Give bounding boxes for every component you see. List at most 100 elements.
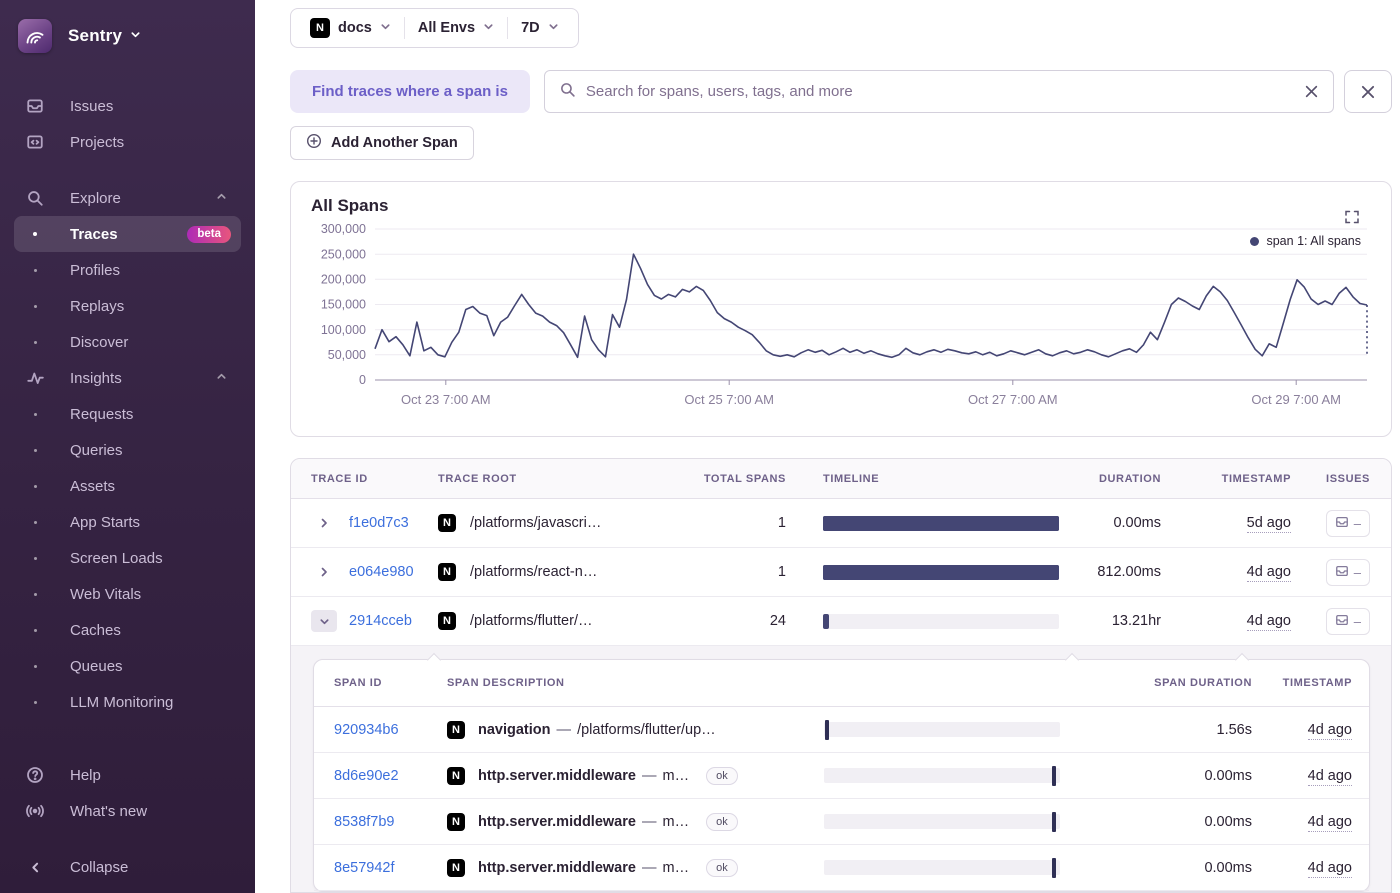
sidebar-item-label: Traces bbox=[70, 225, 118, 243]
span-duration-bar bbox=[824, 719, 1060, 740]
expand-row-button[interactable] bbox=[311, 512, 337, 534]
timestamp-link[interactable]: 4d ago bbox=[1246, 613, 1291, 631]
clear-search-icon[interactable] bbox=[1304, 84, 1319, 99]
span-id-link[interactable]: 920934b6 bbox=[334, 721, 399, 738]
sidebar-item-replays[interactable]: Replays bbox=[14, 288, 241, 324]
fullscreen-icon[interactable] bbox=[1345, 210, 1359, 229]
svg-text:300,000: 300,000 bbox=[321, 222, 366, 236]
timestamp-link[interactable]: 4d ago bbox=[1307, 859, 1352, 878]
total-spans-value: 24 bbox=[769, 613, 786, 629]
trace-id-link[interactable]: f1e0d7c3 bbox=[349, 515, 409, 531]
bullet-dot bbox=[33, 340, 37, 344]
add-another-span-label: Add Another Span bbox=[331, 135, 458, 151]
org-name: Sentry bbox=[68, 26, 123, 45]
sidebar-item-explore[interactable]: Explore bbox=[14, 180, 241, 216]
all-spans-chart-panel: All Spans span 1: All spans 0 50,000 100,0… bbox=[290, 181, 1392, 437]
duration-value: 13.21hr bbox=[1111, 613, 1161, 629]
traces-table-panel: TRACE ID TRACE ROOT TOTAL SPANS TIMELINE DUR… bbox=[290, 458, 1392, 893]
issues-button[interactable]: – bbox=[1325, 509, 1370, 537]
bullet-dot bbox=[24, 520, 46, 524]
bullet-dot bbox=[24, 304, 46, 308]
sidebar-item-label: Discover bbox=[70, 333, 129, 351]
chevron-up-icon bbox=[216, 369, 227, 387]
sidebar-item-issues[interactable]: Issues bbox=[14, 88, 241, 124]
bullet-dot bbox=[33, 700, 37, 704]
sidebar-item-llm-monitoring[interactable]: LLM Monitoring bbox=[14, 684, 241, 720]
find-traces-label[interactable]: Find traces where a span is bbox=[290, 70, 530, 113]
remove-span-filter-button[interactable] bbox=[1344, 70, 1392, 113]
duration-value: 812.00ms bbox=[1097, 564, 1161, 580]
sidebar-item-profiles[interactable]: Profiles bbox=[14, 252, 241, 288]
span-id-link[interactable]: 8e57942f bbox=[334, 859, 395, 876]
bullet-dot bbox=[33, 664, 37, 668]
span-search-input[interactable] bbox=[585, 83, 1294, 100]
insights-icon bbox=[24, 369, 46, 387]
sidebar-item-label: What's new bbox=[70, 802, 148, 820]
sidebar-item-traces[interactable]: Traces beta bbox=[14, 216, 241, 252]
nextjs-icon: N bbox=[310, 18, 330, 38]
trace-root-text: /platforms/javascri… bbox=[470, 515, 602, 531]
sidebar-item-label: Insights bbox=[70, 369, 122, 387]
span-id-link[interactable]: 8d6e90e2 bbox=[334, 767, 399, 784]
span-id-link[interactable]: 8538f7b9 bbox=[334, 813, 395, 830]
timestamp-link[interactable]: 4d ago bbox=[1246, 564, 1291, 582]
sidebar-item-what-s-new[interactable]: What's new bbox=[14, 793, 241, 829]
sidebar-collapse-button[interactable]: Collapse bbox=[14, 849, 241, 885]
environment-filter[interactable]: All Envs bbox=[405, 9, 507, 47]
span-description: http.server.middleware — m… bbox=[478, 767, 690, 784]
bullet-dot bbox=[33, 268, 37, 272]
issues-button[interactable]: – bbox=[1325, 607, 1370, 635]
trace-id-link[interactable]: e064e980 bbox=[349, 564, 414, 580]
sidebar-item-screen-loads[interactable]: Screen Loads bbox=[14, 540, 241, 576]
column-header: SPAN DESCRIPTION bbox=[447, 677, 565, 689]
span-table-header: SPAN ID SPAN DESCRIPTION SPAN DURATION TIME… bbox=[314, 660, 1369, 707]
timestamp-link[interactable]: 4d ago bbox=[1307, 767, 1352, 786]
sidebar-item-app-starts[interactable]: App Starts bbox=[14, 504, 241, 540]
bullet-dot bbox=[33, 232, 37, 236]
collapse-row-button[interactable] bbox=[311, 610, 337, 632]
sidebar-item-queues[interactable]: Queues bbox=[14, 648, 241, 684]
sidebar-item-assets[interactable]: Assets bbox=[14, 468, 241, 504]
sidebar-item-queries[interactable]: Queries bbox=[14, 432, 241, 468]
sidebar-item-label: Queries bbox=[70, 441, 123, 459]
expand-row-button[interactable] bbox=[311, 561, 337, 583]
project-filter[interactable]: N docs bbox=[297, 9, 404, 47]
nextjs-icon: N bbox=[310, 18, 330, 38]
nextjs-icon: N bbox=[447, 858, 465, 877]
nextjs-icon: N bbox=[447, 720, 465, 739]
sidebar-item-label: Caches bbox=[70, 621, 121, 639]
org-switcher[interactable]: Sentry bbox=[18, 18, 241, 54]
column-header: DURATION bbox=[1098, 472, 1161, 485]
bullet-dot bbox=[33, 448, 37, 452]
svg-text:0: 0 bbox=[359, 373, 366, 387]
collapse-label: Collapse bbox=[70, 858, 129, 876]
timestamp-link[interactable]: 4d ago bbox=[1307, 813, 1352, 832]
sidebar-item-discover[interactable]: Discover bbox=[14, 324, 241, 360]
chevron-up-icon bbox=[216, 189, 227, 207]
bullet-dot bbox=[24, 232, 46, 236]
bullet-dot bbox=[33, 556, 37, 560]
whats-new-icon bbox=[24, 802, 46, 820]
chart-legend-item[interactable]: span 1: All spans bbox=[1250, 234, 1361, 248]
span-duration-value: 0.00ms bbox=[1204, 813, 1252, 830]
timestamp-link[interactable]: 4d ago bbox=[1307, 721, 1352, 740]
sidebar: Sentry Issues Projects Explore Traces beta Pr… bbox=[0, 0, 255, 893]
issues-icon bbox=[1335, 613, 1349, 630]
trace-id-link[interactable]: 2914cceb bbox=[349, 613, 412, 629]
sidebar-item-insights[interactable]: Insights bbox=[14, 360, 241, 396]
sidebar-item-projects[interactable]: Projects bbox=[14, 124, 241, 160]
svg-text:100,000: 100,000 bbox=[321, 323, 366, 337]
sidebar-item-requests[interactable]: Requests bbox=[14, 396, 241, 432]
date-range-filter[interactable]: 7D bbox=[508, 9, 572, 47]
sidebar-item-help[interactable]: Help bbox=[14, 757, 241, 793]
sidebar-item-label: Requests bbox=[70, 405, 134, 423]
issues-button[interactable]: – bbox=[1325, 558, 1370, 586]
issues-icon bbox=[1335, 515, 1349, 532]
sidebar-item-caches[interactable]: Caches bbox=[14, 612, 241, 648]
timestamp-link[interactable]: 5d ago bbox=[1246, 515, 1291, 533]
sidebar-item-web-vitals[interactable]: Web Vitals bbox=[14, 576, 241, 612]
date-range-filter-label: 7D bbox=[521, 20, 540, 36]
svg-text:Oct 23 7:00 AM: Oct 23 7:00 AM bbox=[401, 392, 491, 407]
add-another-span-button[interactable]: Add Another Span bbox=[290, 126, 474, 160]
